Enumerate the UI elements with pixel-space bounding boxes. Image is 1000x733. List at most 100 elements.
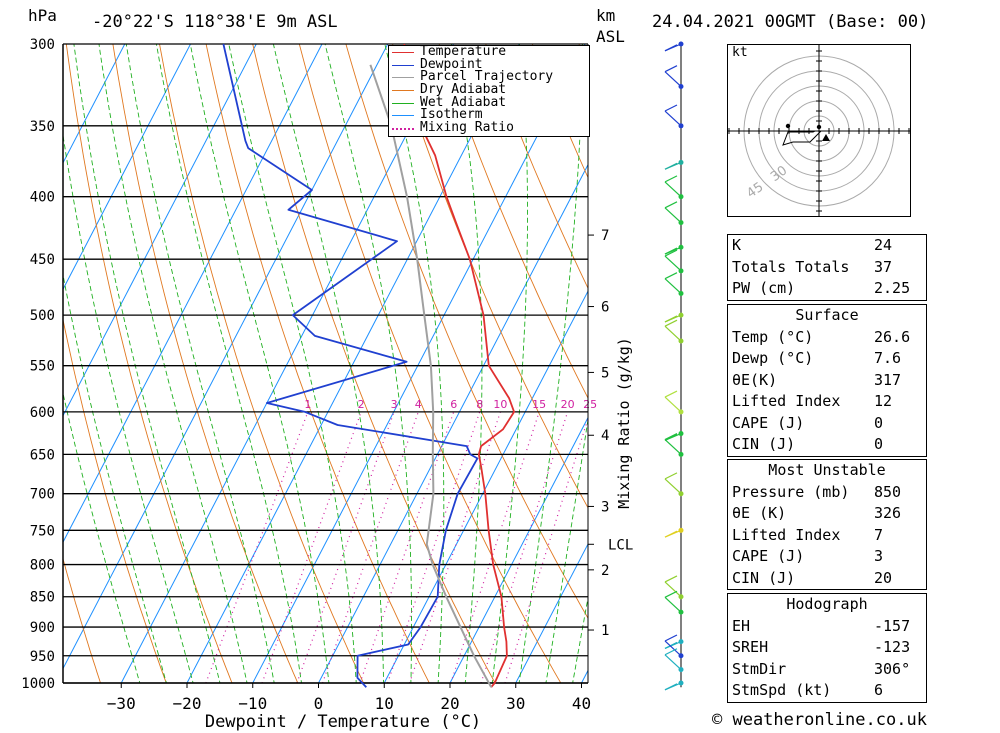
wind-barb-staff (664, 596, 682, 613)
mixing-ratio-label: 6 (450, 398, 457, 411)
datetime-title: 24.04.2021 00GMT (Base: 00) (652, 12, 929, 32)
x-tick-label: 0 (314, 694, 324, 713)
dry-adiabat-line (252, 44, 496, 683)
x-tick-label: 20 (440, 694, 459, 713)
hodograph-trace (782, 130, 822, 146)
most-unstable-title: Most Unstable (768, 461, 886, 479)
copyright-link[interactable]: © weatheronline.co.uk (712, 710, 927, 730)
isotherm-line (63, 44, 192, 291)
chart-legend: Temperature Dewpoint Parcel Trajectory D… (388, 45, 590, 137)
hodograph-ring-label: 45 (744, 180, 766, 202)
isotherm-line (383, 290, 588, 683)
wet-adiabat-line (73, 44, 221, 683)
pressure-tick-label: 300 (30, 37, 55, 53)
pressure-tick-label: 650 (30, 447, 55, 463)
mixing-ratio-axis-label: Mixing Ratio (g/kg) (615, 337, 633, 509)
mixing-ratio-line (480, 411, 569, 683)
pressure-tick-label: 750 (30, 523, 55, 539)
surface-row: CIN (J) 0 (732, 435, 884, 453)
dry-adiabat-line (159, 44, 364, 683)
wind-barb-flag (664, 683, 678, 691)
isotherm-line (449, 416, 588, 683)
wet-adiabat-line (63, 272, 167, 683)
wind-barb-flag (664, 530, 678, 538)
km-tick-label: 2 (601, 563, 609, 579)
surface-row: Lifted Index 12 (732, 392, 893, 410)
pressure-tick-label: 850 (30, 590, 55, 606)
wind-barb-staff (664, 71, 682, 87)
wind-barb-staff (664, 110, 682, 127)
most-unstable-row: CAPE (J) 3 (732, 547, 884, 565)
indices-table: K 24 Totals Totals 37 PW (cm) 2.25 (727, 234, 927, 301)
wind-barb-staff (664, 255, 682, 272)
wind-barb-flag (664, 104, 678, 112)
hodograph-point (816, 124, 822, 130)
pressure-tick-label: 550 (30, 359, 55, 375)
wind-barb-flag (664, 648, 678, 656)
mixing-ratio-line (261, 411, 362, 683)
mixing-ratio-label: 15 (532, 398, 546, 411)
wet-adiabat-line (450, 44, 483, 683)
pressure-tick-label: 800 (30, 558, 55, 574)
most-unstable-row: θE (K) 326 (732, 504, 902, 522)
hodograph-stats-title: Hodograph (786, 595, 868, 613)
isotherm-line (63, 44, 389, 670)
km-tick-label: 4 (601, 428, 609, 444)
most-unstable-row: Pressure (mb) 850 (732, 482, 902, 501)
dry-adiabat-line (205, 44, 430, 683)
wind-barb-staff (664, 478, 682, 495)
isotherm-line (0, 7, 12, 709)
mixing-ratio-label: 20 (561, 398, 575, 411)
x-tick-label: −10 (238, 694, 267, 713)
isotherm-line (63, 44, 323, 544)
legend-item-dry-adiabat: Dry Adiabat (389, 83, 589, 97)
wind-barb-staff (664, 181, 682, 198)
mixing-ratio-label: 1 (304, 398, 311, 411)
wind-barb-staff (664, 325, 682, 342)
wet-adiabat-line (324, 44, 412, 683)
plot-area (0, 7, 588, 709)
dry-adiabat-line (112, 44, 299, 683)
pressure-tick-label: 950 (30, 649, 55, 665)
wind-barb-flag (664, 390, 678, 398)
wet-adiabat-line (125, 44, 275, 683)
hodograph-stats-row: SREH -123 (732, 638, 911, 656)
pressure-tick-label: 400 (30, 190, 55, 206)
pressure-unit-label: hPa (28, 6, 57, 25)
index-row-pw: PW (cm) 2.25 (732, 279, 911, 297)
dry-adiabat-line (298, 44, 562, 683)
mixing-ratio-label: 3 (391, 398, 398, 411)
km-label: km (596, 6, 616, 25)
mixing-ratio-line (321, 411, 419, 683)
wind-barb-flag (664, 65, 678, 73)
wind-barb-flag (664, 634, 678, 642)
dewpoint-line (222, 43, 479, 688)
km-tick-label: 5 (601, 365, 609, 381)
x-tick-label: 30 (506, 694, 525, 713)
isotherm-line (63, 44, 257, 417)
hodograph-stats-row: StmDir 306° (732, 659, 911, 678)
dry-adiabat-line (65, 44, 233, 683)
mixing-ratio-line (504, 416, 588, 683)
surface-row: Temp (°C) 26.6 (732, 327, 911, 346)
wind-barb-flag (664, 249, 678, 257)
lcl-label: LCL (608, 537, 633, 553)
legend-item-mixing-ratio: Mixing Ratio (389, 121, 589, 135)
hodograph-point (785, 123, 791, 129)
wet-adiabat-line (63, 132, 194, 683)
wet-adiabat-line (189, 44, 330, 683)
wind-barb-flag (664, 641, 678, 649)
wet-adiabat-line (63, 391, 141, 683)
wind-barb-staff (664, 278, 682, 294)
surface-title: Surface (795, 306, 859, 324)
mixing-ratio-label: 8 (476, 398, 483, 411)
surface-row: θE(K) 317 (732, 370, 902, 389)
location-title: -20°22'S 118°38'E 9m ASL (92, 12, 338, 32)
temperature-line (403, 43, 515, 688)
wet-adiabat-line (155, 44, 302, 683)
km-tick-label: 7 (601, 228, 609, 244)
hodograph-unit-label: kt (732, 45, 748, 60)
legend-item-dewpoint: Dewpoint (389, 58, 589, 72)
wind-barb-flag (664, 201, 678, 209)
